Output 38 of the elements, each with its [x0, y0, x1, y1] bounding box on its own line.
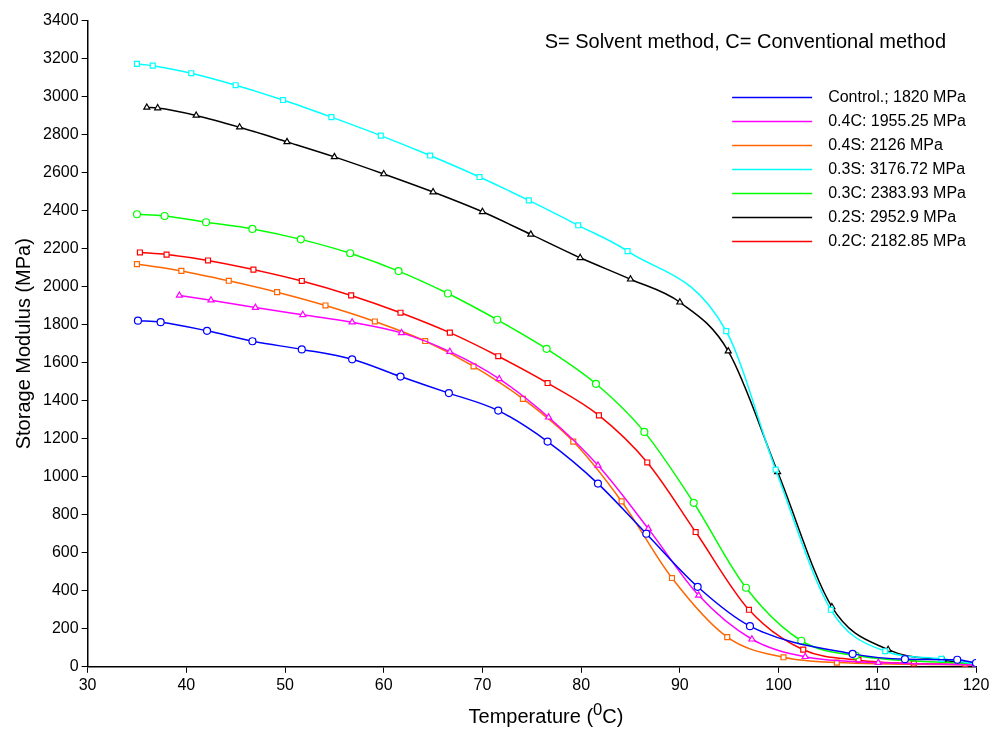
- x-tick-label: 30: [78, 675, 97, 693]
- y-tick-label: 1400: [43, 391, 79, 409]
- legend-label: 0.4S: 2126 MPa: [828, 136, 943, 154]
- legend-label: 0.2S: 2952.9 MPa: [828, 208, 957, 226]
- y-tick-label: 2800: [43, 125, 79, 143]
- y-tick-label: 2200: [43, 239, 79, 257]
- legend-label: 0.4C: 1955.25 MPa: [828, 112, 967, 130]
- x-tick-label: 100: [765, 675, 793, 693]
- y-tick-label: 1800: [43, 315, 79, 333]
- y-axis-title: Storage Modulus (MPa): [11, 238, 34, 450]
- x-axis-title: Temperature ($^{0}$C): [467, 700, 625, 728]
- x-tick-label: 110: [864, 675, 891, 693]
- x-tick-label: 70: [473, 675, 492, 693]
- y-tick-label: 3000: [43, 87, 79, 105]
- x-tick-label: 40: [177, 675, 196, 693]
- y-tick-label: 3400: [43, 11, 79, 29]
- legend-label: Control.; 1820 MPa: [828, 88, 967, 106]
- legend-label: 0.2C: 2182.85 MPa: [828, 232, 967, 250]
- x-tick-label: 90: [670, 675, 689, 693]
- y-tick-label: 2000: [43, 277, 79, 295]
- y-tick-label: 3200: [43, 49, 79, 67]
- legend-label: 0.3C: 2383.93 MPa: [828, 184, 967, 202]
- x-tick-label: 80: [572, 675, 591, 693]
- x-tick-label: 120: [962, 675, 990, 693]
- y-tick-label: 2400: [43, 201, 79, 219]
- x-tick-label: 60: [374, 675, 393, 693]
- legend-label: 0.3S: 3176.72 MPa: [828, 160, 966, 178]
- y-tick-label: 600: [51, 543, 79, 561]
- y-tick-label: 1600: [43, 353, 79, 371]
- y-tick-label: 800: [51, 505, 79, 523]
- y-tick-label: 0: [69, 657, 79, 675]
- y-tick-label: 1200: [43, 429, 79, 447]
- annotation: S= Solvent method, C= Conventional method: [544, 30, 946, 53]
- y-tick-label: 2600: [43, 163, 79, 181]
- y-tick-label: 200: [51, 619, 79, 637]
- x-tick-label: 50: [276, 675, 295, 693]
- y-tick-label: 400: [51, 581, 79, 599]
- y-tick-label: 1000: [43, 467, 79, 485]
